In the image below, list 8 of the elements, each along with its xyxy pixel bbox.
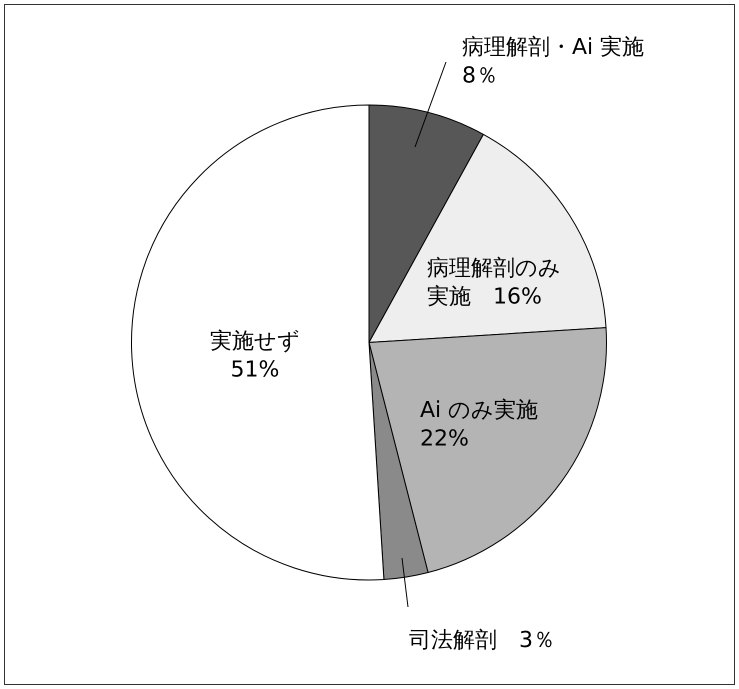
data-label: 8％ — [462, 64, 498, 89]
data-label: 51% — [230, 358, 280, 383]
slice-label: 実施せず — [210, 329, 300, 354]
slice-label: Ai のみ実施 — [420, 398, 538, 423]
data-label: 22% — [420, 426, 469, 452]
slice-label: 病理解剖のみ実施 16% — [427, 256, 561, 310]
slice-label: 司法解剖 3％ — [409, 628, 555, 653]
slice-label: 病理解剖・Ai 実施 — [462, 35, 644, 60]
